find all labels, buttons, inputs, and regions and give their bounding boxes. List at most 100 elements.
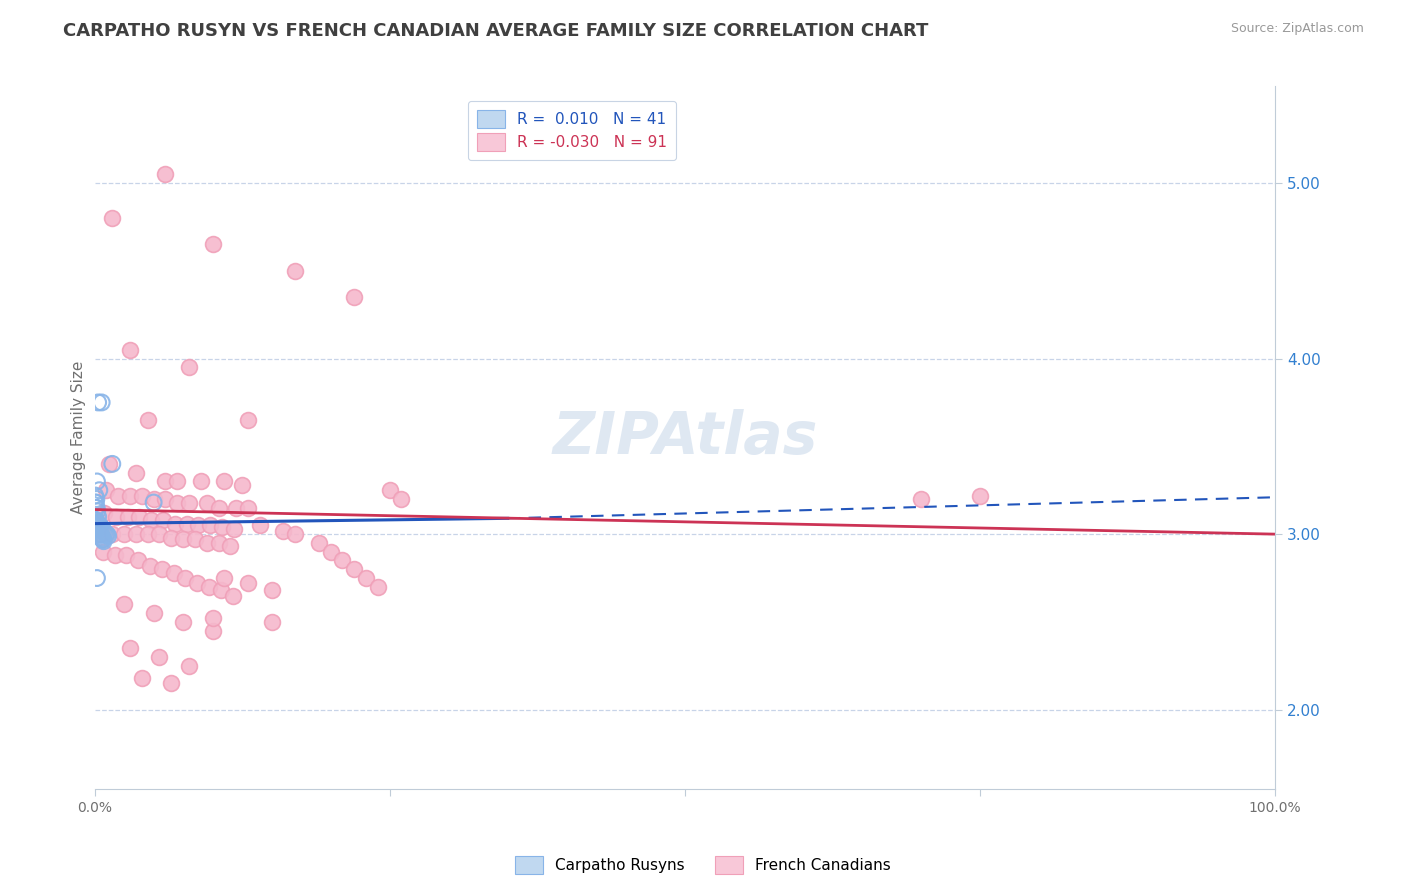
Point — [152, 513, 174, 527]
Point — [200, 518, 222, 533]
Point — [910, 491, 932, 506]
Point — [236, 413, 259, 427]
Point — [96, 527, 118, 541]
Point — [172, 615, 194, 629]
Point — [332, 553, 354, 567]
Point — [142, 491, 165, 506]
Point — [91, 522, 114, 536]
Point — [231, 478, 253, 492]
Point — [319, 544, 342, 558]
Point — [249, 518, 271, 533]
Point — [195, 536, 218, 550]
Point — [236, 576, 259, 591]
Point — [90, 395, 112, 409]
Point — [201, 237, 224, 252]
Point — [214, 571, 236, 585]
Point — [209, 583, 232, 598]
Point — [89, 527, 111, 541]
Point — [84, 513, 107, 527]
Point — [107, 488, 129, 502]
Point — [96, 483, 118, 498]
Point — [101, 211, 124, 225]
Point — [97, 457, 120, 471]
Point — [131, 671, 153, 685]
Point — [112, 598, 135, 612]
Point — [117, 509, 139, 524]
Point — [112, 527, 135, 541]
Point — [97, 529, 120, 543]
Point — [93, 524, 115, 538]
Point — [93, 525, 115, 540]
Text: CARPATHO RUSYN VS FRENCH CANADIAN AVERAGE FAMILY SIZE CORRELATION CHART: CARPATHO RUSYN VS FRENCH CANADIAN AVERAG… — [63, 22, 928, 40]
Point — [136, 413, 159, 427]
Point — [115, 548, 138, 562]
Point — [174, 571, 197, 585]
Point — [172, 533, 194, 547]
Point — [94, 527, 117, 541]
Point — [87, 522, 110, 536]
Point — [221, 589, 243, 603]
Point — [131, 488, 153, 502]
Point — [90, 527, 112, 541]
Point — [378, 483, 401, 498]
Point — [176, 516, 198, 531]
Point — [118, 343, 141, 357]
Point — [343, 562, 366, 576]
Point — [87, 509, 110, 524]
Point — [187, 518, 209, 533]
Point — [166, 495, 188, 509]
Point — [86, 571, 108, 585]
Point — [89, 527, 111, 541]
Point — [163, 566, 186, 580]
Point — [148, 527, 170, 541]
Point — [91, 531, 114, 545]
Point — [104, 509, 127, 524]
Point — [89, 525, 111, 540]
Point — [86, 475, 108, 489]
Point — [391, 491, 413, 506]
Point — [343, 290, 366, 304]
Point — [148, 650, 170, 665]
Point — [273, 524, 295, 538]
Point — [163, 516, 186, 531]
Point — [84, 513, 107, 527]
Point — [86, 500, 108, 515]
Point — [160, 531, 183, 545]
Point — [284, 264, 307, 278]
Point — [260, 583, 283, 598]
Point — [367, 580, 389, 594]
Point — [93, 506, 115, 520]
Point — [284, 527, 307, 541]
Point — [177, 658, 200, 673]
Point — [222, 522, 245, 536]
Point — [86, 491, 108, 506]
Point — [969, 488, 991, 502]
Point — [87, 520, 110, 534]
Point — [177, 495, 200, 509]
Point — [155, 475, 177, 489]
Point — [101, 527, 124, 541]
Point — [104, 548, 127, 562]
Point — [84, 500, 107, 515]
Point — [86, 516, 108, 531]
Point — [260, 615, 283, 629]
Point — [91, 533, 114, 547]
Point — [84, 495, 107, 509]
Legend: R =  0.010   N = 41, R = -0.030   N = 91: R = 0.010 N = 41, R = -0.030 N = 91 — [468, 101, 676, 160]
Point — [160, 676, 183, 690]
Point — [128, 509, 150, 524]
Point — [125, 466, 148, 480]
Point — [139, 558, 162, 573]
Point — [84, 495, 107, 509]
Point — [225, 500, 247, 515]
Point — [91, 544, 114, 558]
Point — [84, 488, 107, 502]
Point — [219, 540, 242, 554]
Point — [118, 488, 141, 502]
Point — [118, 641, 141, 656]
Point — [87, 395, 110, 409]
Point — [190, 475, 212, 489]
Point — [214, 475, 236, 489]
Point — [87, 524, 110, 538]
Point — [184, 533, 207, 547]
